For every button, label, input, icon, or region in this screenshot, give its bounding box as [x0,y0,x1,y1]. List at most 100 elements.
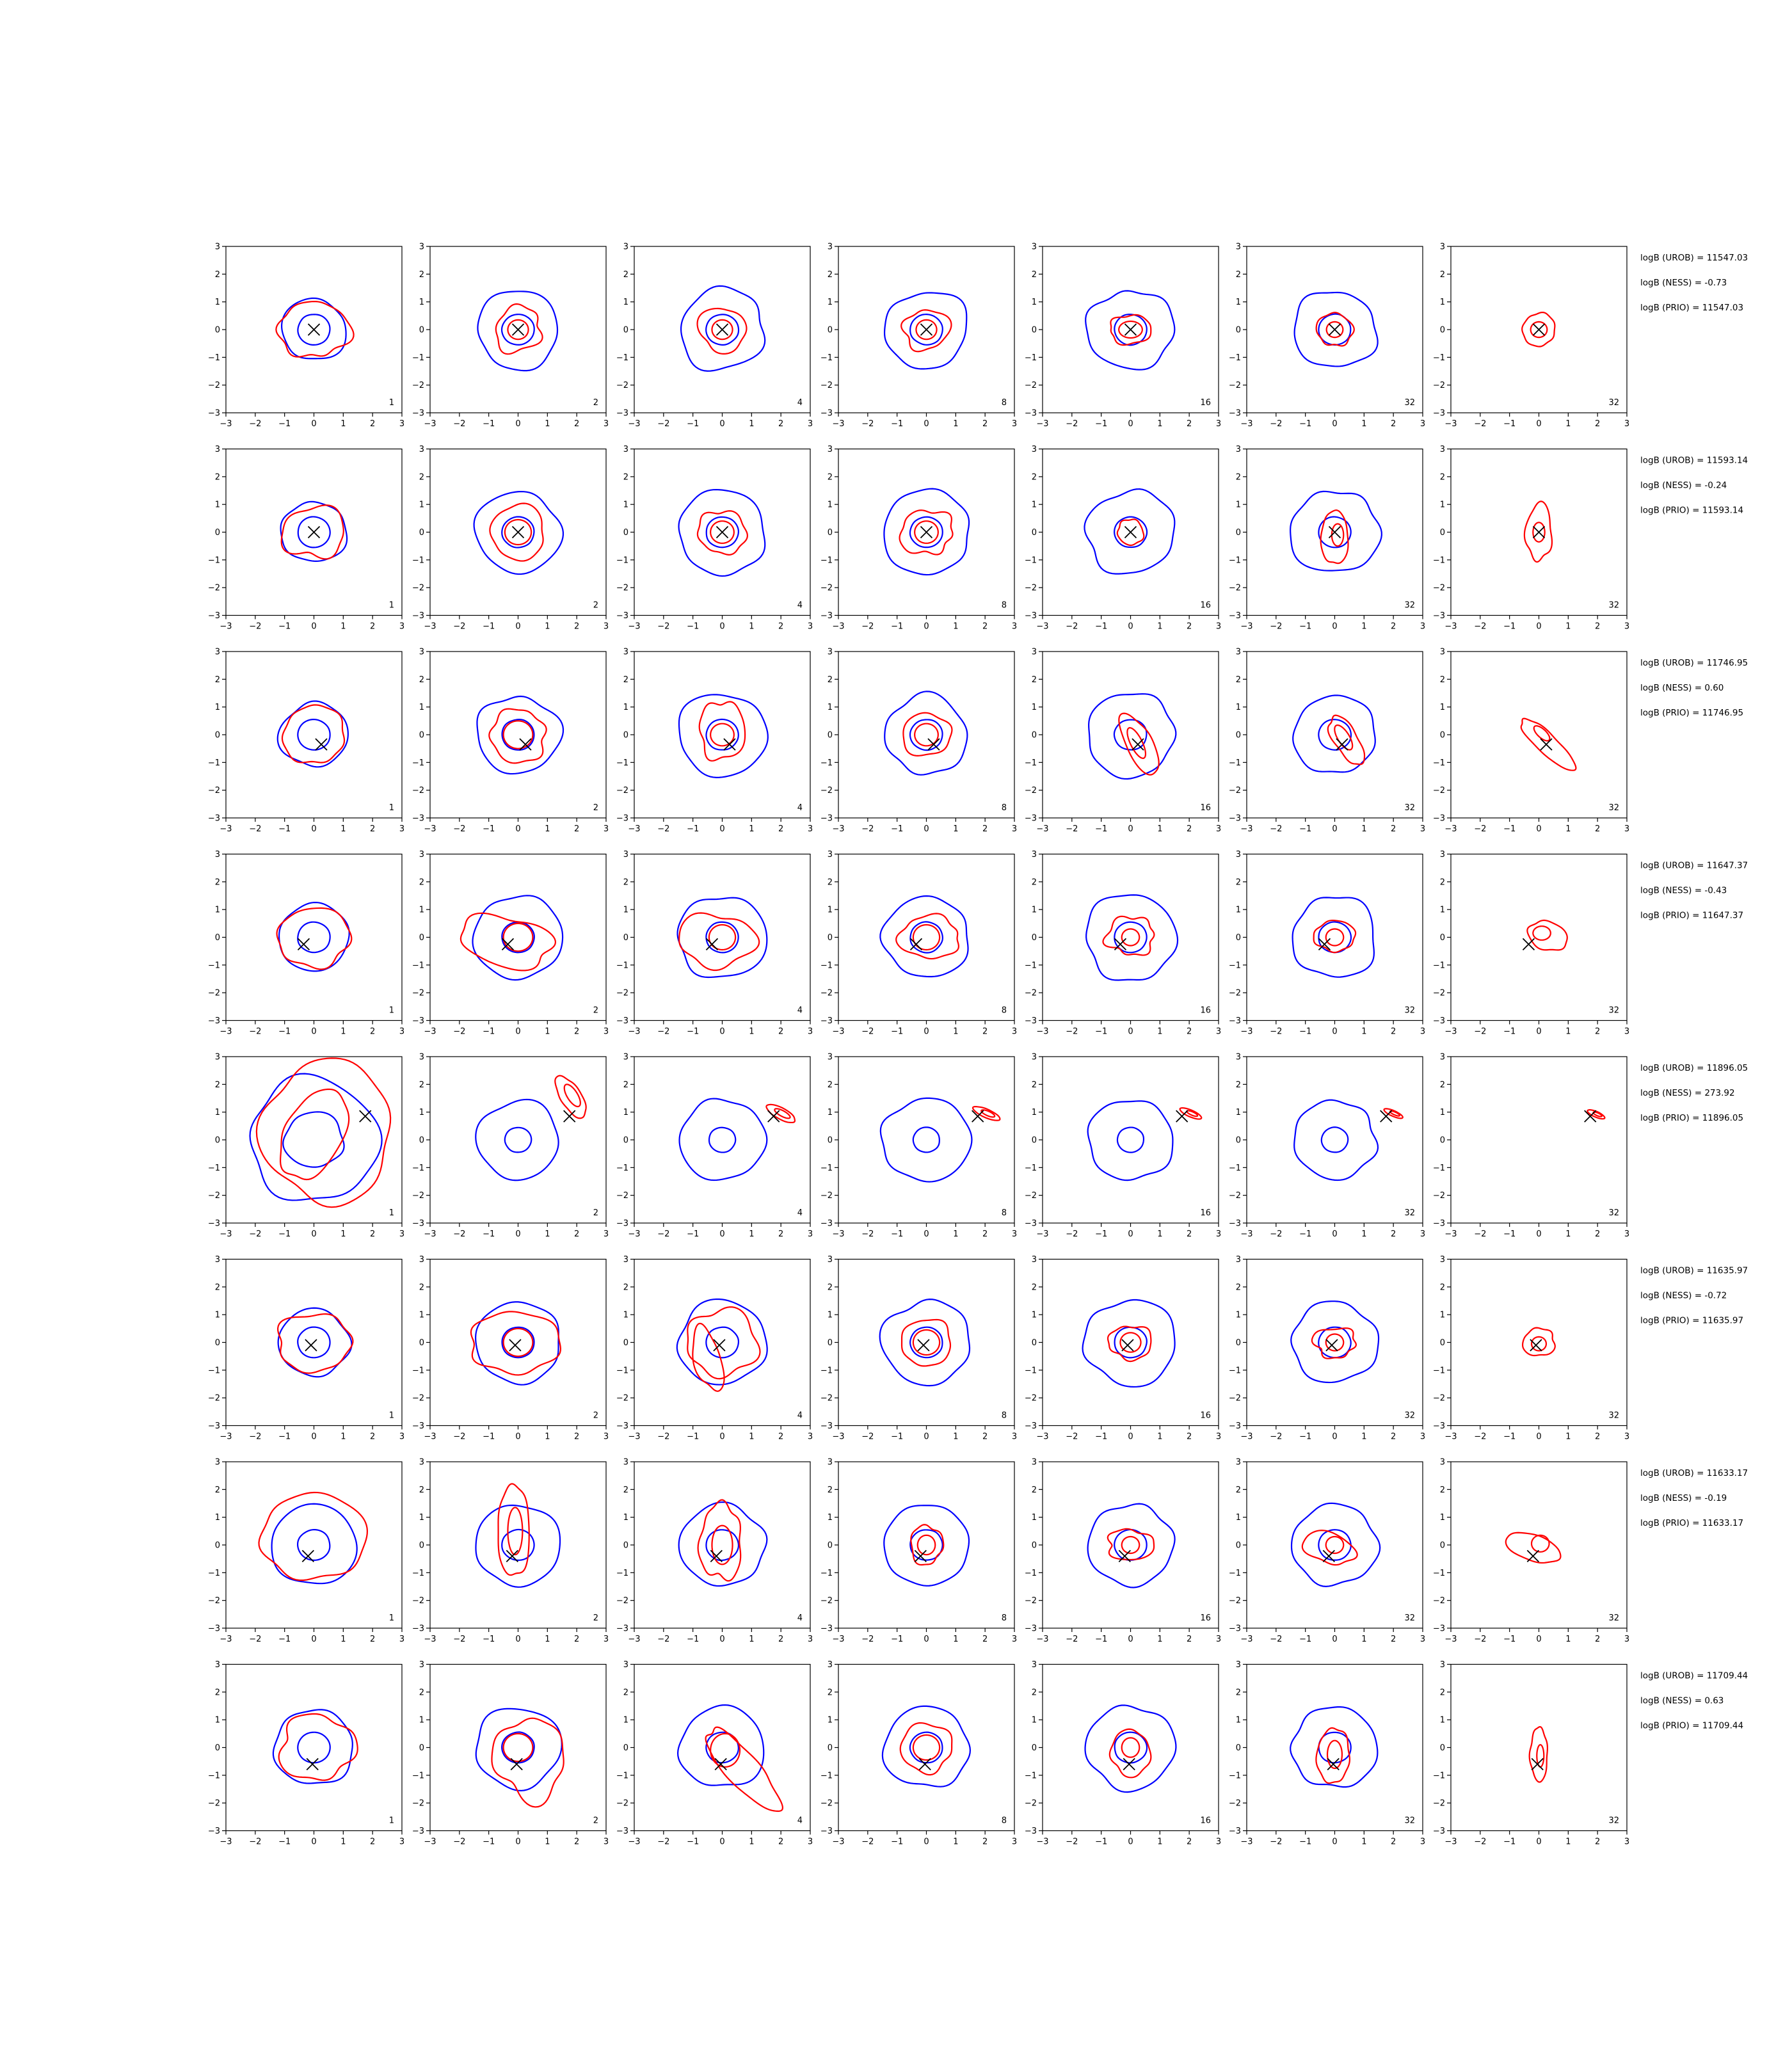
y-tick-label: 1 [828,906,833,915]
row-stat-line: logB (UROB) = 11635.97 [1640,1266,1748,1276]
y-tick-label: −1 [616,1771,628,1780]
y-tick-label: −2 [412,989,424,998]
x-tick-label: 0 [1332,622,1337,632]
plot-area [883,1505,970,1587]
y-tick-label: −2 [412,786,424,796]
x-tick-label: −2 [1270,1837,1282,1847]
x-tick-label: 3 [1216,1027,1221,1037]
y-tick-label: −3 [1025,1016,1037,1026]
y-tick-label: −1 [208,961,220,970]
x-tick-label: −1 [1095,1027,1107,1037]
y-tick-label: 0 [215,326,220,335]
y-tick-label: −2 [820,1394,833,1404]
x-tick-label: 0 [1332,1837,1337,1847]
x-tick-label: 1 [749,1837,754,1847]
x-tick-label: 1 [749,1229,754,1239]
y-tick-label: 3 [623,1458,628,1468]
y-tick-label: 3 [215,1255,220,1265]
marker-x [1530,1339,1542,1352]
y-tick-label: 2 [1440,1080,1445,1090]
row-stats-5: logB (UROB) = 11896.05 logB (NESS) = 273.… [1640,1063,1748,1123]
red-contour [1530,321,1548,339]
marker-x [1522,938,1535,950]
y-tick-label: 3 [1236,1660,1241,1670]
y-tick-label: 0 [1236,731,1241,740]
subplot-r4-c4: −3 −2 −1 0 1 2 3 −3 −2 −1 0 1 2 3 8 [820,850,1017,1037]
y-tick-label: −1 [1025,1366,1037,1375]
y-tick-label: −2 [820,584,833,593]
panel-label: 32 [1404,601,1415,611]
x-tick-label: 0 [719,622,724,632]
row-stat-line: logB (UROB) = 11647.37 [1640,861,1748,871]
x-tick-label: −1 [1095,824,1107,834]
red-contour [502,1327,534,1357]
y-tick-label: 0 [215,1136,220,1146]
red-contour [692,1322,725,1392]
y-tick-label: 0 [828,1541,833,1551]
x-tick-label: −3 [832,622,844,632]
marker-x [1584,1110,1597,1123]
row-stat-line: logB (NESS) = 0.63 [1640,1696,1724,1706]
blue-contour [1114,921,1148,954]
y-tick-label: 3 [419,850,424,860]
y-tick-label: −2 [820,989,833,998]
x-tick-label: 2 [1391,824,1396,834]
red-contour [1587,1109,1606,1120]
red-contour [255,1057,392,1208]
x-tick-label: 0 [719,419,724,429]
y-tick-label: 1 [1032,1108,1037,1117]
x-tick-label: −3 [1036,1635,1048,1644]
x-tick-label: −3 [1036,1837,1048,1847]
row-stat-line: logB (UROB) = 11547.03 [1640,253,1748,263]
red-contour [774,1108,791,1119]
subplot-r1-c2: −3 −2 −1 0 1 2 3 −3 −2 −1 0 1 2 3 2 [412,243,609,429]
y-tick-label: 0 [419,1338,424,1348]
y-tick-label: 3 [623,850,628,860]
x-tick-label: −3 [832,419,844,429]
marker-x [909,938,923,950]
x-tick-label: 2 [370,1229,375,1239]
marker-x [705,938,719,950]
panel-label: 32 [1608,1411,1619,1421]
x-tick-label: 0 [311,419,316,429]
red-contour [280,504,344,560]
y-tick-label: −3 [412,409,424,419]
x-tick-label: −2 [861,1432,874,1442]
x-tick-label: −2 [453,622,465,632]
panel-label: 4 [797,1411,803,1421]
x-tick-label: 1 [545,419,550,429]
y-tick-label: 1 [215,1311,220,1320]
x-tick-label: −3 [424,419,436,429]
x-tick-label: 0 [1332,824,1337,834]
marker-x [1114,938,1127,950]
y-tick-label: −3 [1025,1219,1037,1229]
red-contour [914,520,939,544]
y-tick-label: 0 [1440,528,1445,538]
y-tick-label: 1 [419,1513,424,1523]
x-tick-label: 1 [545,1027,550,1037]
marker-x [509,1339,522,1352]
subplot-r3-c7: −3 −2 −1 0 1 2 3 −3 −2 −1 0 1 2 3 32 [1433,648,1629,835]
x-tick-label: 2 [574,1635,579,1644]
marker-x [1532,323,1546,336]
subplot-r1-c3: −3 −2 −1 0 1 2 3 −3 −2 −1 0 1 2 3 4 [616,243,813,429]
y-tick-label: 3 [1236,1255,1241,1265]
row-stat-line: logB (PRIO) = 11547.03 [1640,303,1743,313]
red-contour [1315,312,1355,347]
red-contour [912,924,941,951]
subplot-r1-c1: −3 −2 −1 0 1 2 3 −3 −2 −1 0 1 2 3 1 [208,243,404,429]
blue-contour [475,1098,559,1181]
y-tick-label: 0 [215,1743,220,1753]
x-tick-label: −3 [1444,1229,1457,1239]
plot-area [1523,500,1553,563]
red-contour [900,309,952,353]
plot-area [258,1491,369,1585]
y-tick-label: −1 [1229,758,1241,768]
blue-contour [297,516,331,548]
x-tick-label: 3 [604,419,609,429]
y-tick-label: 3 [419,648,424,657]
y-tick-label: 0 [1236,1338,1241,1348]
y-tick-label: 0 [828,528,833,538]
y-tick-label: −2 [1229,1394,1241,1404]
red-contour [502,922,534,952]
